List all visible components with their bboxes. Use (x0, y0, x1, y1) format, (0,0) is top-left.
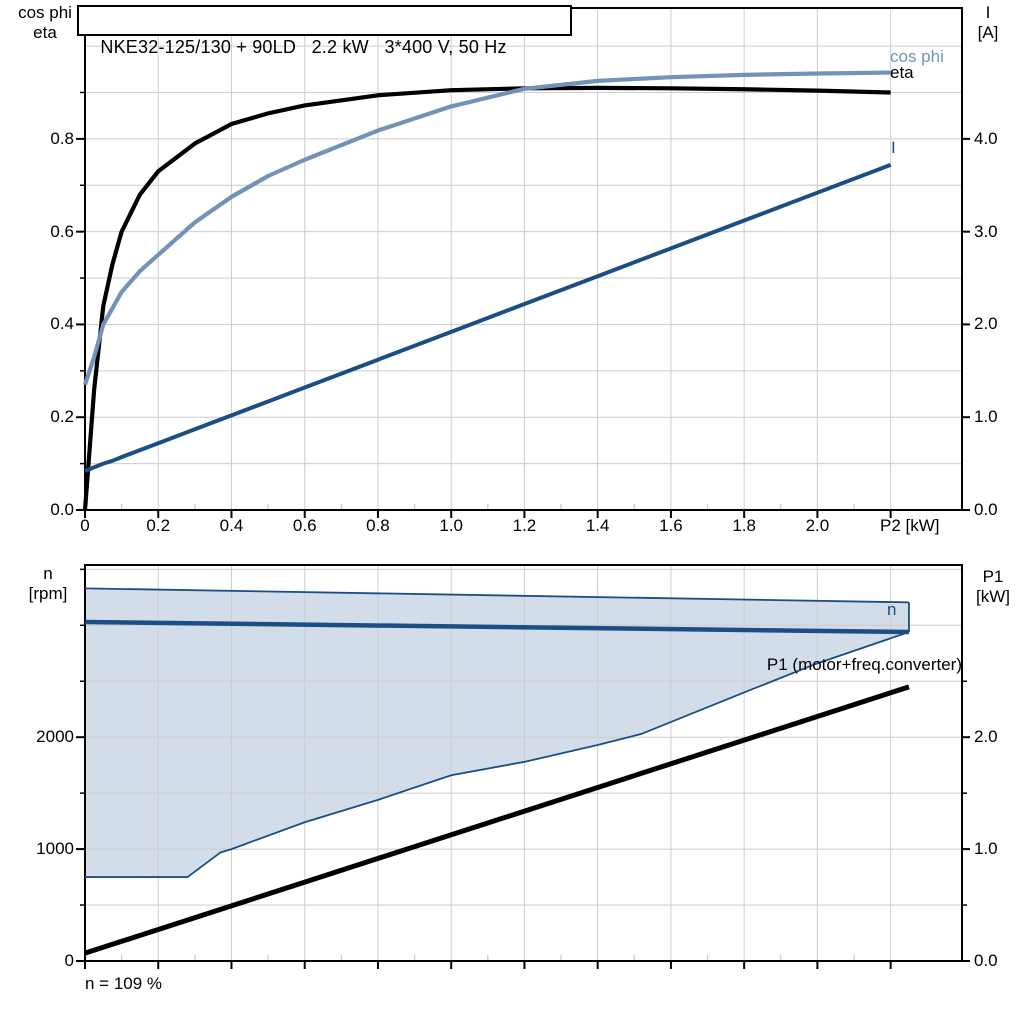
tick-label: 2.0 (974, 314, 998, 334)
curve-p1-motor-freq-converter- (84, 684, 910, 956)
tick-label: 3.0 (974, 221, 998, 241)
curve-label-eta: eta (890, 63, 914, 82)
chart-title-box: NKE32-125/130 + 90LD 2.2 kW 3*400 V, 50 … (77, 5, 572, 57)
chart-title: NKE32-125/130 + 90LD 2.2 kW 3*400 V, 50 … (100, 37, 507, 57)
right-axis-title-top-chart: I [A] (962, 3, 1014, 43)
curve-eta (82, 85, 891, 511)
tick-label: 0.4 (219, 516, 244, 535)
tick-label: 2.0 (805, 516, 830, 535)
tick-label: 0.0 (974, 951, 998, 970)
axis-title-p1: P1 (982, 567, 1004, 586)
tick-label: 1.0 (974, 839, 998, 859)
speed-range-band (85, 588, 909, 878)
p1-curve-annotation: P1 (motor+freq.converter) (766, 655, 962, 674)
tick-label: 2.0 (974, 727, 998, 747)
axis-title-speed: n (43, 564, 53, 583)
right-axis-title-bottom-chart: P1 [kW] (966, 567, 1020, 607)
curve-n (84, 619, 909, 635)
curve-cos-phi (83, 70, 891, 386)
axis-title-cos-phi: cos phi (18, 3, 72, 22)
tick-label: 0.8 (50, 128, 74, 148)
tick-label: 1.0 (439, 516, 463, 535)
tick-label: 0.8 (366, 516, 390, 535)
tick-label: 0.0 (974, 500, 998, 519)
x-axis-unit-label: P2 [kW] (880, 516, 940, 535)
curve-label-speed: n (887, 600, 897, 619)
tick-label: 1.8 (732, 516, 756, 535)
tick-label: 1000 (36, 839, 74, 859)
tick-label: 0.2 (146, 516, 171, 535)
speed-percent-footnote: n = 109 % (85, 974, 163, 993)
curve-label-current: I (891, 138, 896, 157)
axis-title-p1-unit: [kW] (976, 587, 1010, 606)
axis-title-current-unit: [A] (977, 23, 999, 42)
axis-title-current: I (985, 3, 991, 22)
tick-label: 0.0 (50, 500, 74, 519)
curve-i (84, 162, 892, 473)
tick-label: 1.4 (585, 516, 610, 535)
left-axis-title-top-chart: cos phi eta (8, 3, 82, 43)
tick-label: 0.2 (50, 407, 74, 427)
band-lower-edge (85, 631, 910, 878)
band-upper-edge (84, 587, 909, 604)
tick-label: 1.2 (512, 516, 537, 535)
top-chart-frame (84, 7, 963, 511)
tick-label: 0.4 (50, 314, 74, 334)
tick-label: 0.6 (292, 516, 317, 535)
left-axis-title-bottom-chart: n [rpm] (10, 564, 86, 604)
tick-label: 1.6 (659, 516, 683, 535)
tick-label: 1.0 (974, 407, 998, 427)
tick-label: 4.0 (974, 128, 998, 148)
tick-label: 0.6 (50, 221, 74, 241)
tick-label: 0 (80, 516, 90, 535)
curve-label-cos-phi: cos phi (890, 47, 944, 66)
tick-label: 2000 (36, 727, 74, 747)
axis-title-speed-unit: [rpm] (28, 584, 68, 603)
tick-label: 0 (64, 951, 74, 970)
axis-title-eta: eta (33, 23, 57, 42)
